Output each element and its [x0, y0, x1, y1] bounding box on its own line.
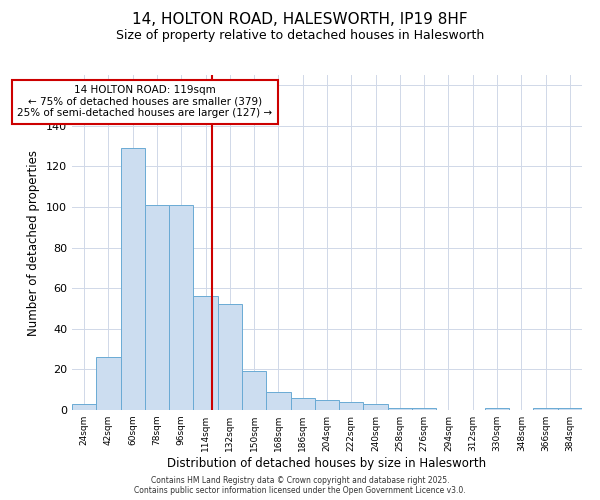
- Bar: [72, 404, 96, 410]
- Bar: [96, 357, 121, 410]
- Bar: [266, 392, 290, 410]
- Bar: [242, 372, 266, 410]
- Bar: [533, 408, 558, 410]
- Bar: [169, 205, 193, 410]
- Bar: [388, 408, 412, 410]
- Bar: [193, 296, 218, 410]
- X-axis label: Distribution of detached houses by size in Halesworth: Distribution of detached houses by size …: [167, 457, 487, 470]
- Bar: [315, 400, 339, 410]
- Bar: [290, 398, 315, 410]
- Bar: [121, 148, 145, 410]
- Text: Size of property relative to detached houses in Halesworth: Size of property relative to detached ho…: [116, 28, 484, 42]
- Bar: [339, 402, 364, 410]
- Bar: [412, 408, 436, 410]
- Bar: [485, 408, 509, 410]
- Bar: [364, 404, 388, 410]
- Text: 14 HOLTON ROAD: 119sqm
← 75% of detached houses are smaller (379)
25% of semi-de: 14 HOLTON ROAD: 119sqm ← 75% of detached…: [17, 85, 272, 118]
- Bar: [145, 205, 169, 410]
- Bar: [558, 408, 582, 410]
- Bar: [218, 304, 242, 410]
- Y-axis label: Number of detached properties: Number of detached properties: [28, 150, 40, 336]
- Text: 14, HOLTON ROAD, HALESWORTH, IP19 8HF: 14, HOLTON ROAD, HALESWORTH, IP19 8HF: [132, 12, 468, 28]
- Text: Contains HM Land Registry data © Crown copyright and database right 2025.
Contai: Contains HM Land Registry data © Crown c…: [134, 476, 466, 495]
